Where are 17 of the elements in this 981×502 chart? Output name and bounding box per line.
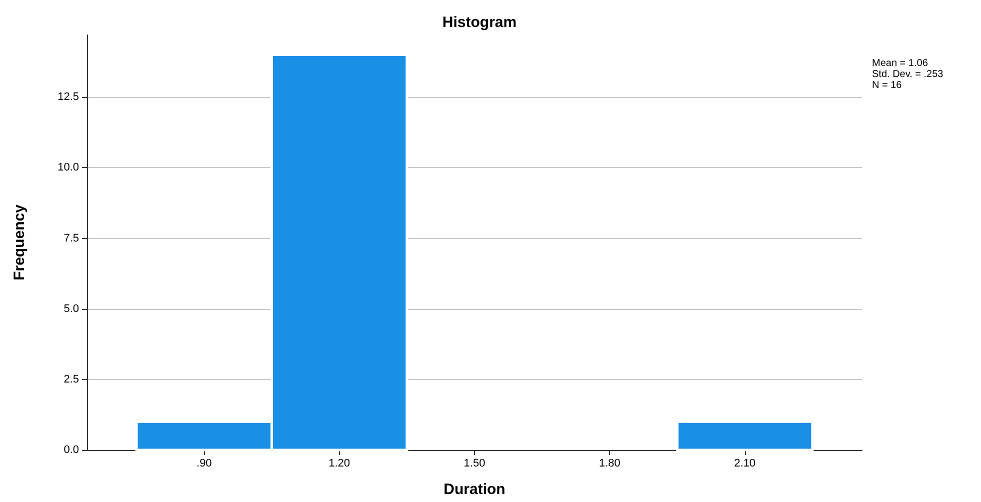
y-tick-label: 5.0 bbox=[64, 302, 79, 315]
text: N = 16 bbox=[872, 80, 902, 91]
chart-title: Histogram bbox=[442, 14, 517, 31]
x-tick-label: 1.50 bbox=[464, 458, 486, 470]
x-tick-label: .90 bbox=[196, 458, 212, 470]
y-tick-label: 0.0 bbox=[64, 444, 79, 456]
y-axis-title: Frequency bbox=[11, 204, 28, 280]
text: Std. Dev. = .253 bbox=[872, 69, 944, 80]
x-tick-label: 2.10 bbox=[734, 458, 756, 470]
y-tick-label: 2.5 bbox=[64, 373, 79, 386]
x-tick-label: 1.80 bbox=[598, 458, 620, 470]
x-axis-title: Duration bbox=[444, 481, 506, 498]
text: Mean = 1.06 bbox=[872, 58, 928, 69]
y-tick-label: 7.5 bbox=[64, 232, 79, 244]
x-tick-label: 1.20 bbox=[328, 458, 350, 470]
y-tick-label: 12.5 bbox=[58, 91, 79, 104]
y-tick-label: 10.0 bbox=[58, 162, 79, 174]
